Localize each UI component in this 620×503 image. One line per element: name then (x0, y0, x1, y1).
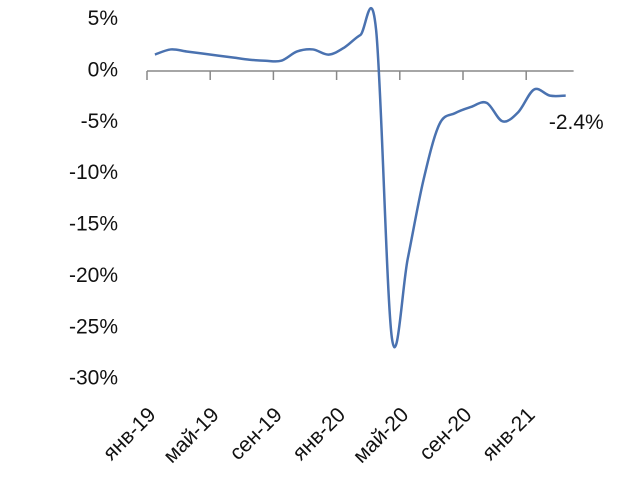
y-tick-label: -15% (69, 213, 118, 236)
y-tick-label: -20% (69, 264, 118, 287)
x-tick-label: янв-21 (478, 403, 540, 465)
line (154, 7, 566, 349)
y-tick-label: 5% (88, 7, 118, 30)
x-tick-label: май-19 (159, 403, 223, 467)
y-tick-label: -30% (69, 367, 118, 390)
x-tick-label: янв-20 (288, 403, 350, 465)
x-tick-label: сен-19 (225, 403, 287, 465)
y-tick-label: -25% (69, 315, 118, 338)
value-label: -2.4% (549, 111, 604, 134)
y-tick-label: -5% (81, 110, 118, 133)
x-tick-label: сен-20 (415, 403, 477, 465)
y-tick-label: 0% (88, 59, 118, 82)
y-tick-label: -10% (69, 161, 118, 184)
x-tick-label: янв-19 (99, 403, 161, 465)
x-tick-label: май-20 (349, 403, 413, 467)
